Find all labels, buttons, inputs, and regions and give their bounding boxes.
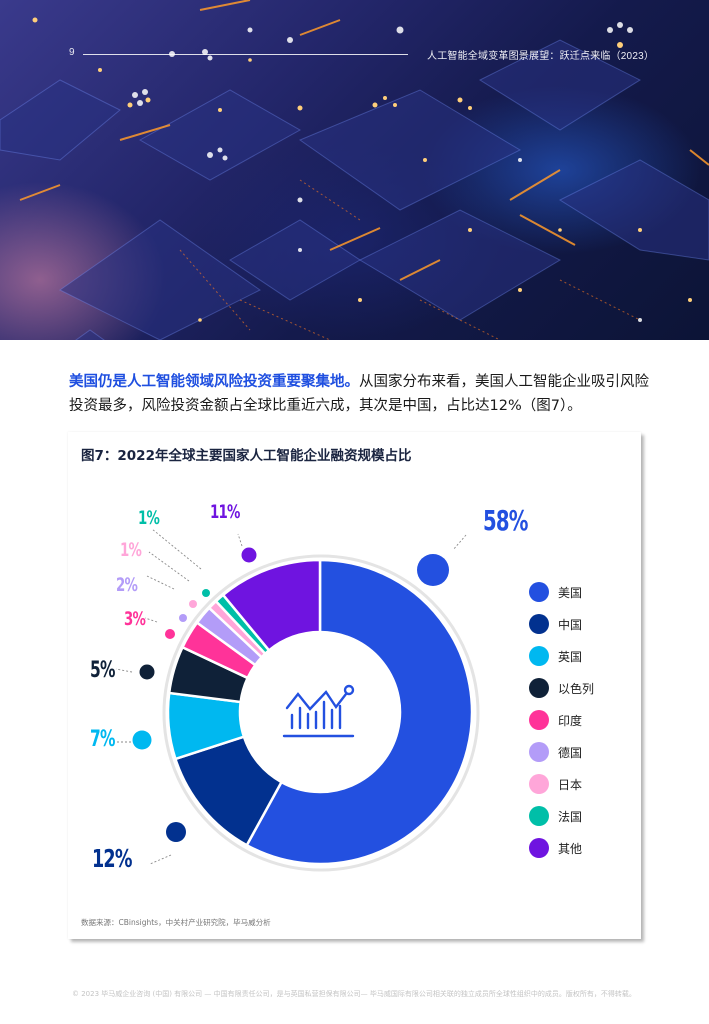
- legend-item-us: 美国: [529, 582, 582, 602]
- legend-item-china: 中国: [529, 614, 582, 634]
- legend-label: 美国: [558, 585, 583, 600]
- pct-label-china: 12%: [92, 844, 132, 873]
- legend-item-other: 其他: [529, 838, 582, 858]
- donut-chart: [115, 528, 480, 872]
- callout-dot-germany: [179, 614, 187, 622]
- donut-hole: [240, 632, 400, 792]
- intro-lead-sentence: 美国仍是人工智能领域风险投资重要聚集地。: [69, 374, 359, 390]
- legend-item-uk: 英国: [529, 646, 582, 666]
- header-divider: [83, 54, 408, 55]
- legend-swatch: [529, 646, 549, 666]
- legend-item-israel: 以色列: [529, 678, 594, 698]
- leader-lines: [115, 528, 467, 865]
- legend-label: 中国: [558, 617, 583, 632]
- legend-label: 英国: [558, 649, 583, 664]
- pct-label-us: 58%: [483, 504, 528, 537]
- figure-title: 图7：2022年全球主要国家人工智能企业融资规模占比: [81, 448, 412, 464]
- page-number: 9: [69, 47, 75, 58]
- legend-swatch: [529, 614, 549, 634]
- pct-label-japan: 1%: [120, 539, 142, 561]
- callout-dot-other: [241, 547, 257, 563]
- callout-dot-israel: [139, 664, 155, 680]
- legend-item-germany: 德国: [529, 742, 582, 762]
- legend-label: 以色列: [558, 681, 595, 696]
- legend-label: 日本: [558, 777, 583, 792]
- pct-label-france: 1%: [138, 507, 160, 529]
- legend-item-japan: 日本: [529, 774, 582, 794]
- legend-swatch: [529, 742, 549, 762]
- intro-body-text: 从国家分布来看，美国人工智能企业吸引风险投资最多，风险投资金额占全球比重近六成，…: [69, 374, 649, 414]
- legend-swatch: [529, 774, 549, 794]
- pct-label-other: 11%: [210, 501, 240, 523]
- legend-label: 法国: [558, 809, 583, 824]
- legend-swatch: [529, 582, 549, 602]
- legend-item-india: 印度: [529, 710, 582, 730]
- legend-label: 其他: [558, 841, 583, 856]
- report-title: 人工智能全域变革图景展望：跃迁点来临（2023）: [427, 51, 655, 62]
- legend-swatch: [529, 678, 549, 698]
- circuit-board-illustration: [0, 0, 709, 340]
- callout-dot-uk: [132, 730, 152, 750]
- callout-dot-china: [166, 822, 186, 842]
- intro-paragraph: 美国仍是人工智能领域风险投资重要聚集地。从国家分布来看，美国人工智能企业吸引风险…: [69, 370, 649, 418]
- legend-item-france: 法国: [529, 806, 582, 826]
- chart-growth-icon: [282, 684, 355, 738]
- data-source-note: 数据来源：CBinsights，中关村产业研究院，毕马威分析: [81, 918, 271, 927]
- callout-dot-japan: [189, 600, 197, 608]
- callout-dot-france: [202, 589, 210, 597]
- pct-label-india: 3%: [124, 608, 146, 630]
- pct-label-germany: 2%: [116, 574, 138, 596]
- hero-image-circuit-board: 9 人工智能全域变革图景展望：跃迁点来临（2023）: [0, 0, 709, 340]
- legend-swatch: [529, 806, 549, 826]
- legend-swatch: [529, 838, 549, 858]
- pct-label-israel: 5%: [90, 658, 115, 683]
- callout-dot-us: [417, 554, 449, 586]
- callout-dots: [132, 547, 449, 842]
- figure-card: 图7：2022年全球主要国家人工智能企业融资规模占比: [68, 432, 641, 939]
- legend-swatch: [529, 710, 549, 730]
- callout-dot-india: [165, 629, 175, 639]
- pct-label-uk: 7%: [90, 727, 115, 752]
- legend-label: 德国: [558, 745, 583, 760]
- copyright-footer: © 2023 毕马威企业咨询 (中国) 有限公司 — 中国有限责任公司，是与英国…: [72, 990, 636, 998]
- legend-label: 印度: [558, 713, 583, 728]
